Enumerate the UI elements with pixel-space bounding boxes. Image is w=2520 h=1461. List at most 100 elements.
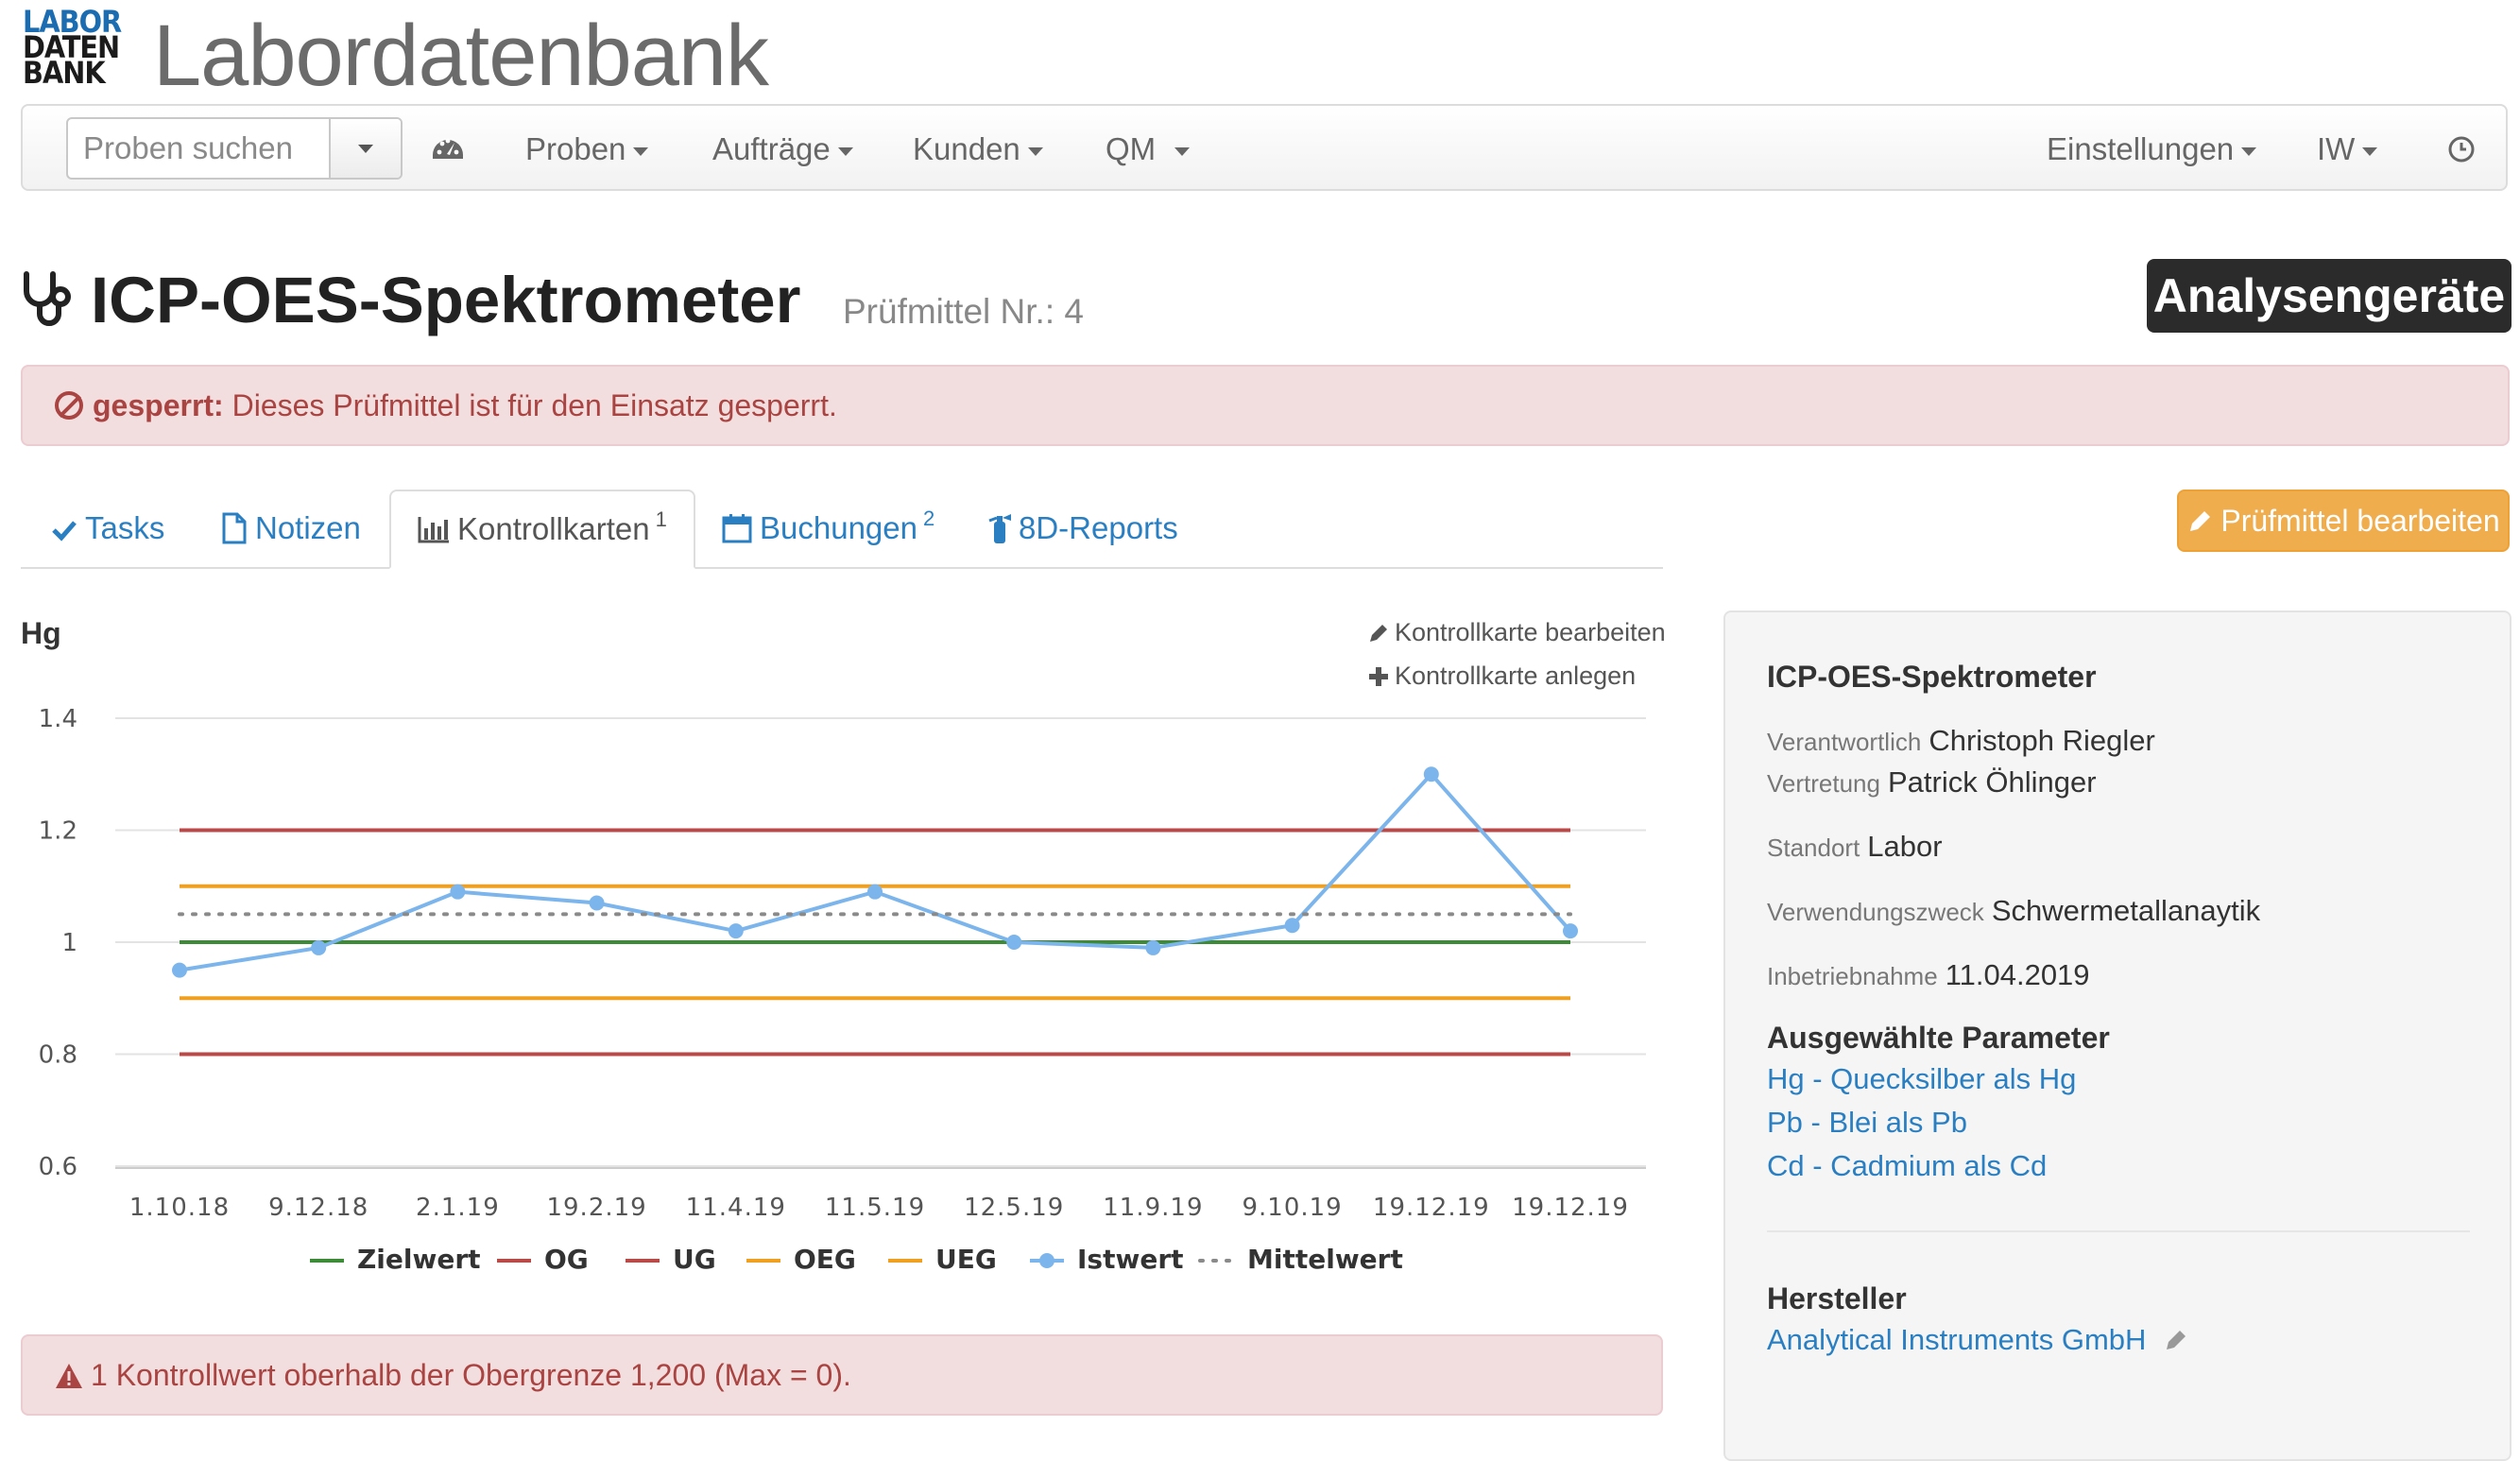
legend-label: OEG <box>794 1244 856 1275</box>
row-value: Patrick Öhlinger <box>1887 765 2097 799</box>
deputy-row: Vertretung Patrick Öhlinger <box>1767 765 2097 799</box>
page-subtitle: Prüfmittel Nr.: 4 <box>843 292 1084 331</box>
istwert-point <box>450 884 466 900</box>
app-title[interactable]: Labordatenbank <box>153 8 769 104</box>
logo-line: DATEN <box>23 29 120 65</box>
istwert-point <box>1423 766 1439 782</box>
x-tick-label: 1.10.18 <box>129 1194 230 1222</box>
istwert-point <box>1284 918 1300 934</box>
istwert-point <box>1006 935 1022 950</box>
tab-8d-reports[interactable]: 8D-Reports <box>986 490 1178 567</box>
parameter-link-pb[interactable]: Pb - Blei als Pb <box>1767 1106 1967 1139</box>
dashboard-gauge-icon[interactable] <box>429 129 467 166</box>
alert-text: Dieses Prüfmittel ist für den Einsatz ge… <box>231 388 837 422</box>
legend-label: Istwert <box>1077 1244 1184 1275</box>
istwert-point <box>728 923 744 939</box>
tab-notizen[interactable]: Notizen <box>221 490 361 567</box>
app-logo[interactable]: LABOR DATEN BANK <box>23 4 122 88</box>
nav-auftraege[interactable]: Aufträge <box>712 130 853 168</box>
tab-buchungen[interactable]: Buchungen 2 <box>722 490 934 567</box>
parameter-link-cd[interactable]: Cd - Cadmium als Cd <box>1767 1149 2048 1182</box>
search-input[interactable] <box>68 119 331 178</box>
nav-label: Kunden <box>913 131 1020 166</box>
x-tick-label: 19.12.19 <box>1512 1194 1629 1222</box>
fire-extinguisher-icon <box>988 514 1011 543</box>
row-value: Labor <box>1867 830 1943 863</box>
main-navbar: Proben Aufträge Kunden QM Einstellungen … <box>21 104 2508 191</box>
button-label: Prüfmittel bearbeiten <box>2220 504 2500 538</box>
caret-down-icon <box>1027 146 1043 156</box>
row-key: Standort <box>1767 834 1860 862</box>
caret-down-icon <box>2241 146 2257 156</box>
pencil-icon[interactable] <box>2164 1328 2188 1352</box>
caret-down-icon <box>358 144 373 153</box>
parameter-link-hg[interactable]: Hg - Quecksilber als Hg <box>1767 1062 2077 1095</box>
manufacturer-row: Analytical Instruments GmbH <box>1767 1323 2188 1357</box>
x-tick-label: 9.10.19 <box>1242 1194 1342 1222</box>
tab-tasks[interactable]: Tasks <box>51 490 164 567</box>
legend-label: OG <box>544 1244 589 1275</box>
stethoscope-icon <box>19 270 76 329</box>
tab-label: Buchungen <box>760 510 917 545</box>
legend-label: UG <box>673 1244 716 1275</box>
caret-down-icon <box>2362 146 2378 156</box>
calendar-icon <box>722 514 752 543</box>
bar-chart-icon <box>418 517 449 543</box>
x-tick-label: 9.12.18 <box>268 1194 369 1222</box>
nav-qm[interactable]: QM <box>1106 130 1191 168</box>
pencil-icon <box>2190 511 2211 531</box>
caret-down-icon <box>837 146 853 156</box>
row-key: Verwendungszweck <box>1767 898 1984 926</box>
link-label: Kontrollkarte anlegen <box>1395 662 1637 690</box>
location-row: Standort Labor <box>1767 830 1943 864</box>
clock-icon[interactable] <box>2447 134 2476 172</box>
edit-control-chart-link[interactable]: Kontrollkarte bearbeiten <box>1368 618 1666 647</box>
legend-label: Zielwert <box>357 1244 481 1275</box>
istwert-point <box>172 962 187 978</box>
manufacturer-heading: Hersteller <box>1767 1281 1907 1315</box>
logo-line: LABOR <box>23 4 122 40</box>
legend-label: UEG <box>935 1244 997 1275</box>
nav-settings[interactable]: Einstellungen <box>2047 130 2257 168</box>
nav-label: Einstellungen <box>2047 131 2235 166</box>
panel-title: ICP-OES-Spektrometer <box>1767 660 2097 694</box>
manufacturer-link[interactable]: Analytical Instruments GmbH <box>1767 1323 2147 1356</box>
x-tick-label: 19.2.19 <box>546 1194 646 1222</box>
caret-down-icon <box>1174 146 1191 156</box>
details-panel <box>1723 610 2511 1461</box>
control-chart: 0.6 0.8 1 1.2 1.4 1.10.18 9.12.18 2.1.19 19.2.19… <box>39 705 1646 1275</box>
search-dropdown-button[interactable] <box>329 119 401 178</box>
tab-label: Notizen <box>255 510 361 545</box>
file-icon <box>222 512 247 544</box>
control-value-alert: 1 Kontrollwert oberhalb der Obergrenze 1… <box>21 1334 1663 1416</box>
nav-label: IW <box>2317 131 2356 166</box>
y-tick-label: 1.2 <box>39 817 77 846</box>
nav-kunden[interactable]: Kunden <box>913 130 1043 168</box>
tab-kontrollkarten[interactable]: Kontrollkarten 1 <box>389 490 695 569</box>
responsible-row: Verantwortlich Christoph Riegler <box>1767 724 2155 758</box>
row-key: Vertretung <box>1767 769 1880 798</box>
pencil-icon <box>1370 625 1387 642</box>
nav-user-menu[interactable]: IW <box>2317 130 2378 168</box>
ban-icon <box>55 391 83 420</box>
alert-label: gesperrt: <box>93 388 224 422</box>
parameters-heading: Ausgewählte Parameter <box>1767 1021 2110 1055</box>
nav-label: Proben <box>525 131 626 166</box>
locked-alert: gesperrt: Dieses Prüfmittel ist für den … <box>21 365 2510 446</box>
page-title: ICP-OES-Spektrometer <box>91 264 801 336</box>
create-control-chart-link[interactable]: Kontrollkarte anlegen <box>1368 662 1636 691</box>
tab-label: Tasks <box>85 510 165 545</box>
nav-proben[interactable]: Proben <box>525 130 649 168</box>
istwert-point <box>867 884 883 900</box>
tab-count: 2 <box>922 507 935 530</box>
edit-test-equipment-button[interactable]: Prüfmittel bearbeiten <box>2177 490 2510 552</box>
purpose-row: Verwendungszweck Schwermetallanaytik <box>1767 894 2260 928</box>
sample-search <box>66 117 403 180</box>
x-tick-label: 19.12.19 <box>1373 1194 1490 1222</box>
link-label: Kontrollkarte bearbeiten <box>1395 618 1666 646</box>
row-value: 11.04.2019 <box>1945 958 2090 991</box>
y-tick-label: 1.4 <box>39 705 77 733</box>
category-badge: Analysengeräte <box>2147 259 2511 333</box>
tabs-divider <box>21 567 1663 569</box>
x-tick-label: 12.5.19 <box>964 1194 1064 1222</box>
